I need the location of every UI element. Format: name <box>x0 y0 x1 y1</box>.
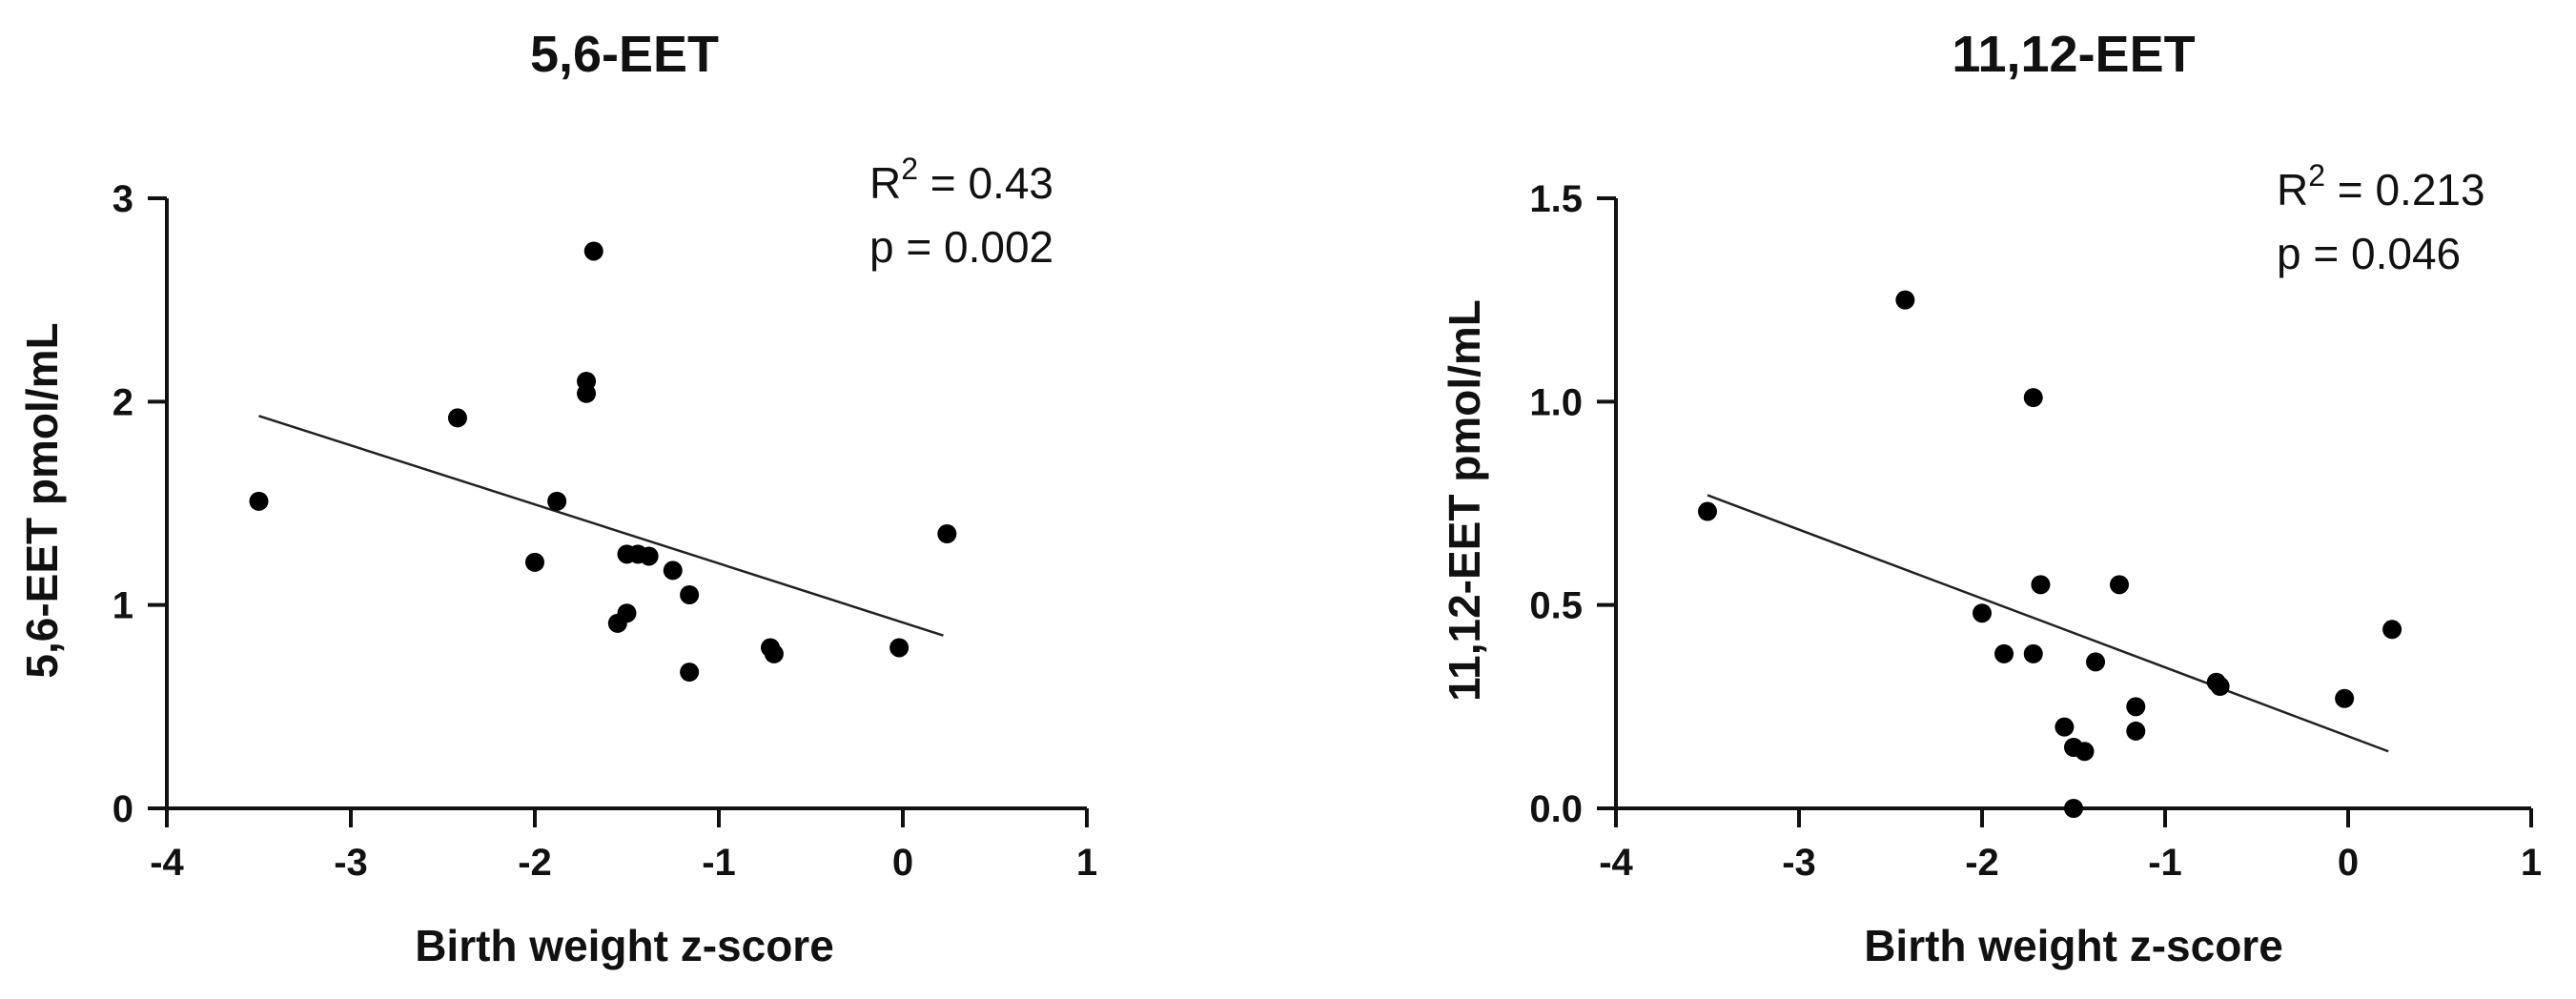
data-point <box>547 491 567 511</box>
panel-5-6-eet: 5,6-EET Birth weight z-score 5,6-EET pmo… <box>17 26 1097 970</box>
x-tick-label: -2 <box>518 842 552 884</box>
regression-line <box>1707 494 2389 753</box>
r-squared-label: R2 = 0.43 <box>869 152 1053 208</box>
y-axis-label: 5,6-EET pmol/mL <box>17 322 67 678</box>
x-axis-label: Birth weight z-score <box>415 921 834 970</box>
x-tick-label: -2 <box>1965 842 1999 884</box>
y-tick-label: 3 <box>112 178 133 220</box>
data-point <box>2126 697 2146 717</box>
x-tick-label: -1 <box>2148 842 2182 884</box>
data-point <box>663 561 683 581</box>
p-value-label: p = 0.046 <box>2277 229 2461 278</box>
r-squared-prefix: R <box>869 158 901 208</box>
data-point <box>1698 501 1717 521</box>
data-point <box>617 603 637 623</box>
r-squared-value: = 0.213 <box>2325 165 2485 214</box>
data-point <box>680 663 700 683</box>
y-tick-label: 0.5 <box>1529 585 1583 627</box>
data-point <box>2031 575 2051 595</box>
y-tick-label: 0 <box>112 788 133 830</box>
data-point <box>525 552 544 572</box>
data-point <box>937 524 957 543</box>
data-point <box>2382 620 2402 640</box>
data-point <box>2055 717 2075 737</box>
data-point <box>2064 799 2083 818</box>
data-point <box>2023 643 2043 663</box>
data-point <box>2335 688 2355 708</box>
data-point <box>1973 603 1992 623</box>
x-tick-label: -3 <box>1782 842 1816 884</box>
data-point <box>249 491 269 511</box>
data-point <box>639 546 659 566</box>
x-axis-label: Birth weight z-score <box>1864 921 2283 970</box>
data-point <box>2126 721 2146 741</box>
data-point <box>889 638 910 658</box>
chart-title: 11,12-EET <box>1952 26 2195 83</box>
x-tick-label: -1 <box>702 842 736 884</box>
x-tick-label: 0 <box>892 842 913 884</box>
data-point <box>583 241 603 261</box>
data-point <box>2086 652 2106 672</box>
y-tick-label: 1.0 <box>1529 381 1583 423</box>
r-squared-value: = 0.43 <box>918 158 1053 208</box>
y-tick-label: 1.5 <box>1529 178 1583 220</box>
data-point <box>2210 677 2230 696</box>
chart-title: 5,6-EET <box>530 26 719 83</box>
x-tick-label: -4 <box>150 842 184 884</box>
data-point <box>577 383 597 403</box>
data-point <box>2023 388 2043 408</box>
y-tick-label: 1 <box>112 585 133 627</box>
panel-11-12-eet: 11,12-EET Birth weight z-score 11,12-EET… <box>1440 26 2542 970</box>
x-tick-label: 0 <box>2338 842 2359 884</box>
data-point <box>680 585 700 604</box>
y-axis-label: 11,12-EET pmol/mL <box>1440 299 1489 702</box>
data-point <box>447 408 467 428</box>
x-tick-label: 1 <box>1076 842 1097 884</box>
data-point <box>1994 643 2014 663</box>
p-value-label: p = 0.002 <box>869 222 1053 272</box>
data-point <box>764 643 784 663</box>
r-squared-label: R2 = 0.213 <box>2277 158 2485 214</box>
x-tick-label: -4 <box>1599 842 1633 884</box>
x-tick-label: -3 <box>334 842 368 884</box>
data-point <box>2075 742 2095 762</box>
data-point <box>2110 575 2129 595</box>
r-squared-superscript: 2 <box>901 152 918 186</box>
regression-line <box>258 415 944 637</box>
data-point <box>1895 290 1915 310</box>
r-squared-superscript: 2 <box>2308 158 2325 193</box>
y-tick-label: 0.0 <box>1529 788 1583 830</box>
y-tick-label: 2 <box>112 381 133 423</box>
r-squared-prefix: R <box>2277 165 2308 214</box>
x-tick-label: 1 <box>2521 842 2542 884</box>
